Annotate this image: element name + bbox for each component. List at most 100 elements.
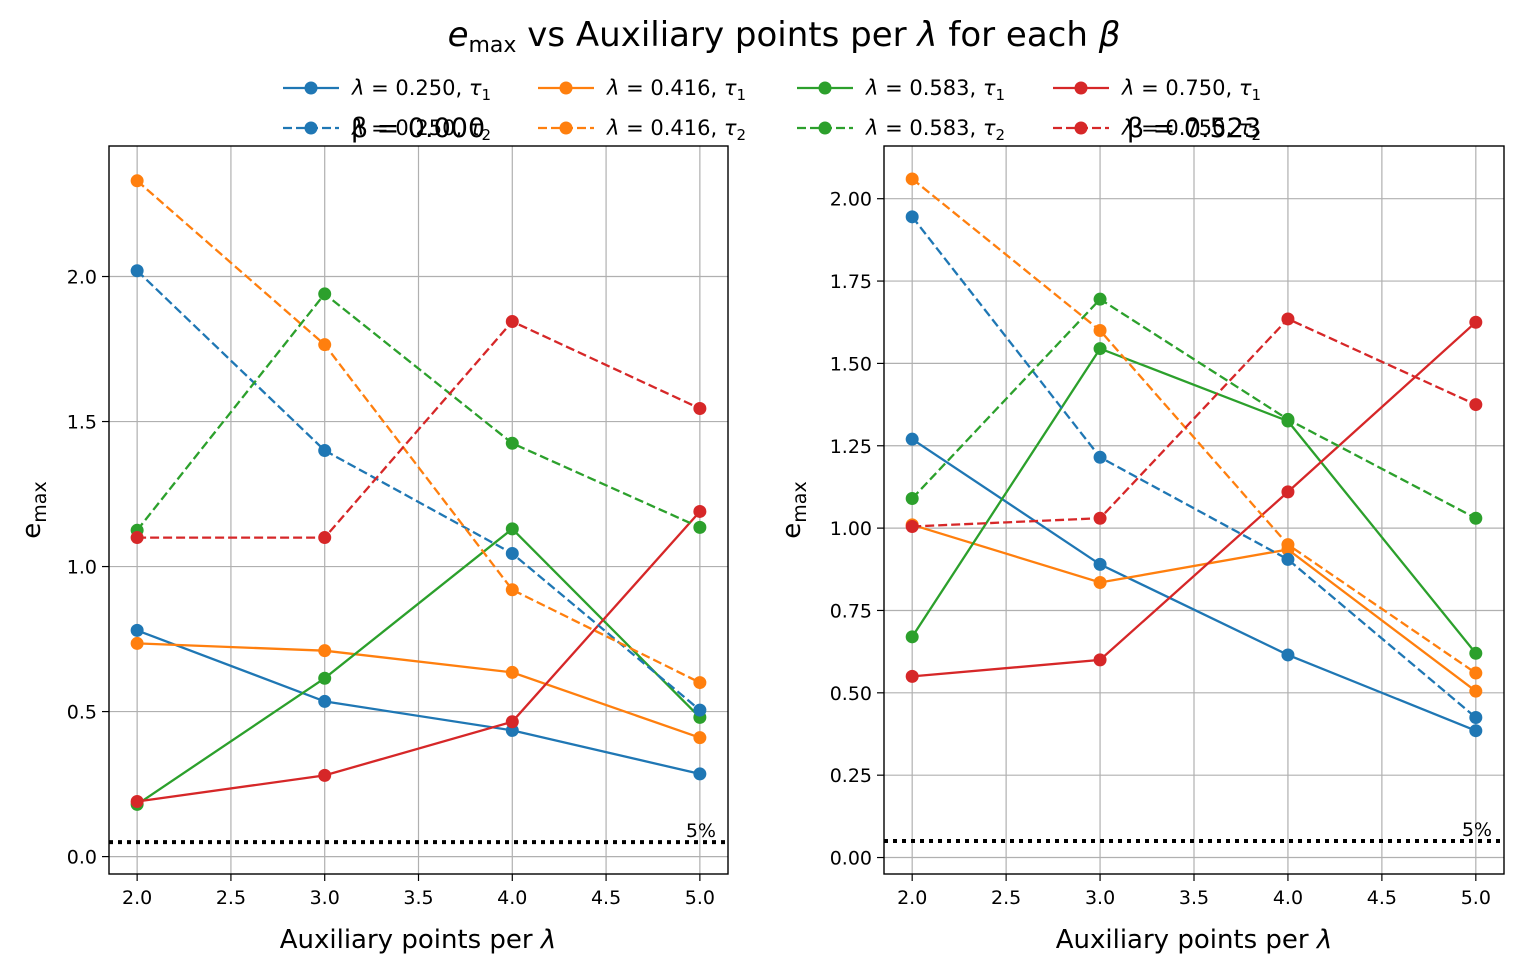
y-tick-label: 0.25 — [830, 765, 872, 787]
subplot-beta-0523: 5% 2.0 2.5 3.0 3.5 4.0 4.5 5.0 0.00 0.25 0.50 0.75… — [777, 113, 1505, 955]
data-point — [318, 531, 332, 545]
threshold-label: 5% — [686, 820, 716, 842]
legend: λ = 0.250, τ1 λ = 0.416, τ1 λ = 0.583, τ1 λ… — [283, 76, 1261, 144]
legend-label: λ = 0.416, τ1 — [606, 76, 746, 104]
x-axis-label: Auxiliary points per λ — [280, 925, 557, 955]
plot-lines: 5% — [884, 172, 1504, 844]
series-line — [911, 347, 1477, 655]
legend-label: λ = 0.250, τ1 — [351, 76, 491, 104]
y-tick-label: 2.00 — [830, 189, 872, 211]
data-point — [905, 519, 919, 533]
x-tick-label: 3.5 — [1179, 887, 1209, 909]
data-point — [905, 669, 919, 683]
data-point — [505, 314, 519, 328]
y-tick-label: 0.5 — [67, 702, 97, 724]
series-line — [136, 292, 701, 532]
series-line — [911, 216, 1477, 719]
data-point — [318, 694, 332, 708]
series-line — [911, 297, 1477, 520]
legend-entry: λ = 0.250, τ2 — [283, 116, 491, 144]
data-point — [905, 172, 919, 186]
data-point — [693, 676, 707, 690]
legend-marker — [1074, 81, 1088, 95]
x-axis-label-text: Auxiliary points per — [280, 925, 541, 955]
y-axis-label: emax — [777, 481, 811, 538]
series-5 — [130, 174, 707, 690]
y-tick-label: 1.00 — [830, 518, 872, 540]
x-tick-label: 3.0 — [310, 887, 340, 909]
data-point — [1281, 648, 1295, 662]
data-point — [693, 504, 707, 518]
data-point — [130, 636, 144, 650]
legend-label: λ = 0.416, τ2 — [606, 116, 746, 144]
legend-marker — [559, 81, 573, 95]
data-point — [693, 767, 707, 781]
data-point — [1093, 575, 1107, 589]
data-point — [318, 671, 332, 685]
legend-label: λ = 0.750, τ2 — [1121, 116, 1261, 144]
data-point — [1093, 653, 1107, 667]
series-line — [911, 438, 1477, 732]
threshold-label: 5% — [1462, 819, 1492, 841]
data-point — [1469, 315, 1483, 329]
series-line — [912, 317, 1477, 528]
data-point — [1093, 323, 1107, 337]
data-point — [1469, 511, 1483, 525]
data-point — [130, 174, 144, 188]
data-point — [505, 665, 519, 679]
data-point — [1093, 557, 1107, 571]
legend-label: λ = 0.750, τ1 — [1121, 76, 1261, 104]
subplot-beta-0: 5% 2.0 2.5 3.0 3.5 4.0 4.5 5.0 0.0 0.5 1.0 1.52.0 … — [17, 113, 729, 955]
data-point — [505, 715, 519, 729]
legend-label: λ = 0.250, τ2 — [351, 116, 491, 144]
series-line — [136, 510, 701, 803]
series-line — [136, 269, 701, 711]
series-line — [911, 523, 1477, 693]
series-line — [912, 321, 1477, 678]
data-point — [1469, 684, 1483, 698]
y-tick-label: 0.75 — [830, 600, 872, 622]
plot-lines: 5% — [109, 174, 728, 845]
legend-entry: λ = 0.583, τ2 — [797, 116, 1005, 144]
data-point — [318, 287, 332, 301]
data-point — [318, 644, 332, 658]
legend-entry: λ = 0.250, τ1 — [283, 76, 491, 104]
series-line — [137, 642, 701, 739]
y-tick-label: 2.0 — [67, 267, 97, 289]
data-point — [1093, 292, 1107, 306]
data-point — [1093, 342, 1107, 356]
data-point — [693, 703, 707, 717]
series-line — [137, 320, 701, 539]
data-point — [905, 491, 919, 505]
data-point — [905, 432, 919, 446]
y-tick-label: 0.00 — [830, 848, 872, 870]
y-tick-label: 1.75 — [830, 271, 872, 293]
data-point — [693, 401, 707, 415]
y-tick-label: 1.5 — [67, 412, 97, 434]
legend-marker — [559, 121, 573, 135]
series-4 — [905, 210, 1483, 725]
series-5 — [905, 172, 1483, 680]
data-point — [1469, 398, 1483, 412]
series-1 — [130, 636, 707, 745]
data-point — [505, 522, 519, 536]
legend-entry: λ = 0.750, τ1 — [1053, 76, 1261, 104]
x-axis-label: Auxiliary points per λ — [1056, 925, 1333, 955]
series-4 — [130, 264, 707, 717]
legend-marker — [304, 81, 318, 95]
series-line — [911, 178, 1477, 675]
data-point — [505, 583, 519, 597]
axis-ticks: 2.0 2.5 3.0 3.5 4.0 4.5 5.0 0.0 0.5 1.0 1.5 2.0 — [67, 267, 715, 909]
data-point — [1093, 511, 1107, 525]
series-0 — [905, 432, 1483, 738]
y-tick-label: 1.0 — [67, 557, 97, 579]
data-point — [1281, 485, 1295, 499]
x-tick-label: 3.0 — [1085, 887, 1115, 909]
data-point — [693, 731, 707, 745]
x-tick-label: 2.5 — [216, 887, 246, 909]
data-point — [1281, 412, 1295, 426]
data-point — [1281, 538, 1295, 552]
axis-ticks: 2.0 2.5 3.0 3.5 4.0 4.5 5.0 0.00 0.25 0.50 0.75 1.0… — [830, 189, 1491, 909]
legend-entry: λ = 0.750, τ2 — [1053, 116, 1261, 144]
